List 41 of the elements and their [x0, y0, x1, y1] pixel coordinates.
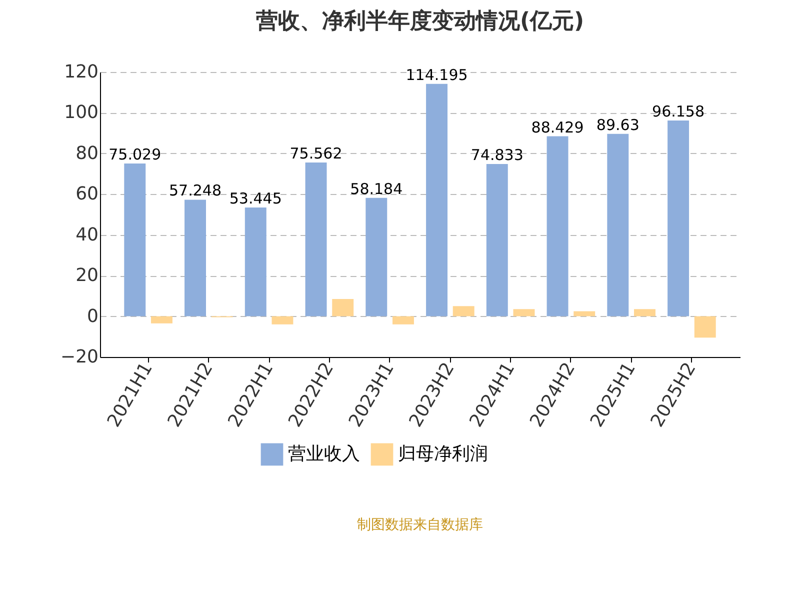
bar [452, 306, 474, 316]
text: 制图数据来自数据库 [357, 517, 483, 533]
bar [366, 198, 388, 316]
bar [607, 134, 629, 316]
bar [150, 316, 172, 324]
data-label: 57.248 [169, 182, 222, 200]
y-tick-label: 60 [76, 184, 98, 205]
data-label: 58.184 [350, 180, 403, 198]
chart-title: 营收、净利半年度变动情况(亿元) [254, 8, 584, 34]
y-tick-label: −20 [60, 346, 98, 368]
bar [694, 316, 716, 338]
bar [124, 164, 146, 316]
bar [244, 207, 266, 316]
bar [332, 298, 354, 316]
y-tick-label: 80 [76, 142, 98, 164]
bar [574, 311, 596, 316]
bar [634, 309, 656, 316]
bar [184, 200, 206, 316]
legend-label: 归母净利润 [398, 443, 488, 464]
y-tick-label: 40 [76, 224, 98, 246]
data-label: 89.63 [596, 116, 640, 134]
bar [668, 120, 690, 316]
legend-label: 营业收入 [288, 443, 360, 464]
y-tick-label: 0 [87, 306, 98, 327]
data-label: 75.562 [290, 144, 342, 162]
bar [546, 136, 568, 316]
bar [426, 84, 448, 316]
bar [513, 309, 535, 316]
data-label: 74.833 [470, 146, 524, 164]
y-tick-label: 100 [64, 102, 98, 124]
y-tick-label: 120 [64, 62, 98, 82]
data-label: 53.445 [229, 189, 282, 208]
bar [392, 316, 414, 324]
data-label: 96.158 [652, 102, 705, 121]
data-label: 75.029 [108, 146, 162, 164]
data-label: 88.429 [531, 118, 584, 136]
y-tick-label: 20 [76, 265, 98, 286]
data-label: 114.195 [406, 66, 468, 84]
bar [486, 164, 508, 316]
bar [305, 162, 327, 316]
bar [272, 316, 294, 324]
